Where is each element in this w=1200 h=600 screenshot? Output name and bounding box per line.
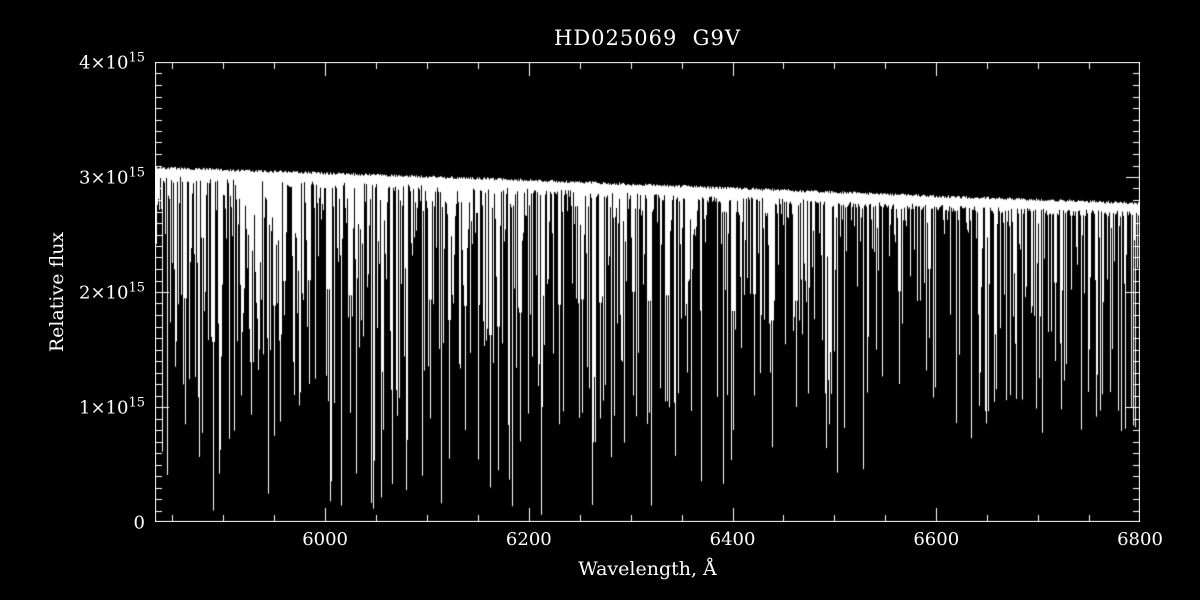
y-tick-label-0: 0 [133,512,145,534]
x-tick-label-6000: 6000 [302,529,348,550]
x-tick-label-6800: 6800 [1117,529,1163,550]
x-tick-label-6400: 6400 [709,529,756,550]
y-axis-label: Relative flux [46,231,68,353]
y-tick-label-2: 2×1015 [79,280,145,304]
spectrum-canvas [155,62,1140,522]
y-tick-label-4: 4×1015 [79,50,145,74]
chart-title: HD025069 G9V [554,26,741,50]
y-tick-label-1: 1×1015 [79,395,145,419]
x-tick-label-6600: 6600 [913,529,960,550]
x-tick-label-6200: 6200 [505,529,552,550]
y-tick-label-3: 3×1015 [79,165,145,189]
plot-area: 0 1×1015 2×1015 3×1015 4×1015 6000 6200 … [79,51,1163,551]
x-axis-label: Wavelength, Å [578,558,717,580]
